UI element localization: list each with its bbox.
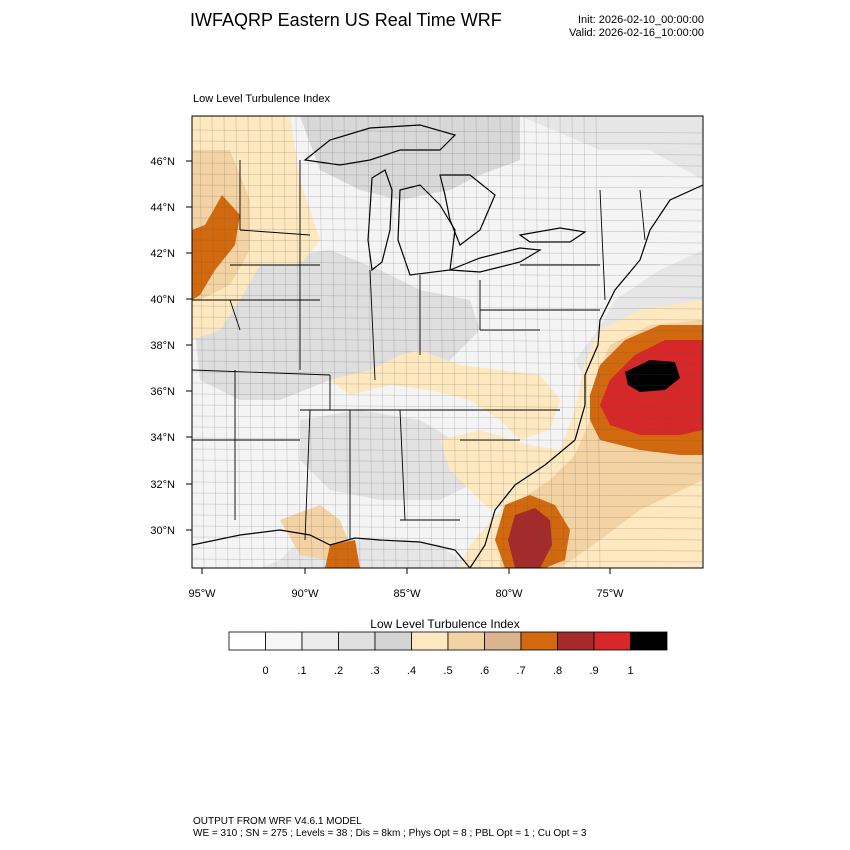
colorbar-title: Low Level Turbulence Index [370,617,520,631]
colorbar-tick-label: .9 [589,665,598,677]
lat-label-36: 36°N [150,386,175,398]
lake-ontario-outline [518,227,587,243]
east-coast-outline [469,184,703,568]
model-footer: OUTPUT FROM WRF V4.6.1 MODEL WE = 310 ; … [193,816,586,840]
longitude-labels: 95°W 90°W 85°W 80°W 75°W [188,588,624,600]
lake-michigan-outline [367,169,393,272]
colorbar-swatch-4 [374,631,412,651]
footer-line-2: WE = 310 ; SN = 275 ; Levels = 38 ; Dis … [193,828,587,839]
colorbar-swatch-6 [447,631,485,651]
colorbar-tick-labels: 0 .1 .2 .3 .4 .5 .6 .7 .8 .9 1 [262,665,633,677]
colorbar-swatch-2 [301,631,339,651]
lon-label-75: 75°W [596,588,624,600]
field-lakes [300,116,520,200]
colorbar-tick-label: .7 [516,665,525,677]
county-lines [192,116,703,568]
field-gulf-orange [325,540,360,568]
colorbar-swatch-5 [411,631,449,651]
colorbar-tick-label: .3 [370,665,379,677]
colorbar-swatch-0 [228,631,266,651]
colorbar-swatch-11 [630,631,668,651]
latitude-labels: 46°N 44°N 42°N 40°N 38°N 36°N 34°N 32°N … [150,156,175,537]
lat-label-42: 42°N [150,248,175,260]
lower-michigan-outline [397,184,456,276]
colorbar-tick-label: 0 [262,665,268,677]
lat-label-40: 40°N [150,294,175,306]
map-field [192,116,703,568]
colorbar-tick-label: 1 [627,665,633,677]
lat-label-34: 34°N [150,432,175,444]
colorbar-tick-label: .2 [334,665,343,677]
field-atlantic-black [625,360,680,392]
colorbar-tick-label: .4 [407,665,416,677]
map-frame [191,115,704,569]
colorbar [228,631,668,651]
field-coast-red [508,508,552,568]
field-grey-south [300,410,480,500]
colorbar-swatch-7 [484,631,522,651]
init-time: Init: 2026-02-10_00:00:00 [578,14,704,26]
lake-erie-outline [449,247,542,273]
field-beige-ridge [330,350,560,440]
colorbar-tick-label: .1 [297,665,306,677]
colorbar-swatch-10 [593,631,631,651]
lon-label-90: 90°W [291,588,319,600]
colorbar-swatch-9 [557,631,595,651]
valid-time: Valid: 2026-02-16_10:00:00 [569,27,704,39]
footer-line-1: OUTPUT FROM WRF V4.6.1 MODEL [193,816,362,827]
colorbar-tick-label: .6 [480,665,489,677]
map-subtitle: Low Level Turbulence Index [193,93,330,105]
time-info: Init: 2026-02-10_00:00:00 Valid: 2026-02… [520,14,704,40]
field-orange-west [192,195,240,300]
lon-label-80: 80°W [495,588,523,600]
lat-label-44: 44°N [150,202,175,214]
colorbar-swatch-1 [265,631,303,651]
axis-ticks [186,160,611,574]
lon-label-85: 85°W [393,588,421,600]
lat-label-38: 38°N [150,340,175,352]
gulf-coast-outline [192,529,471,568]
lat-label-30: 30°N [150,525,175,537]
colorbar-swatch-8 [520,631,558,651]
coastlines [192,124,703,568]
colorbar-tick-label: .8 [553,665,562,677]
colorbar-swatch-3 [338,631,376,651]
colorbar-tick-label: .5 [443,665,452,677]
lat-label-32: 32°N [150,479,175,491]
page-title: IWFAQRP Eastern US Real Time WRF [190,10,502,30]
lon-label-95: 95°W [188,588,216,600]
lat-label-46: 46°N [150,156,175,168]
lake-huron-outline [439,174,496,246]
